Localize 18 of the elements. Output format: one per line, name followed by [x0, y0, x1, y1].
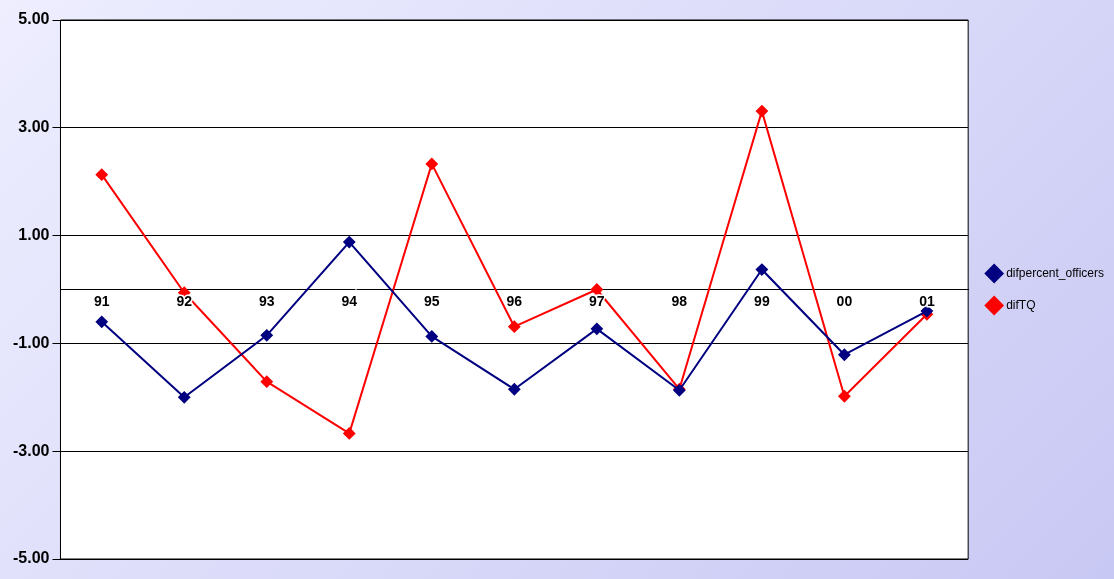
- x-tick-label: 93: [258, 292, 275, 309]
- y-tick-label: 1.00: [18, 226, 50, 244]
- legend-label: difpercent_officers: [1006, 265, 1105, 280]
- x-tick-label: 97: [589, 292, 605, 309]
- x-tick-label: 91: [93, 292, 110, 309]
- x-tick-label: 98: [671, 292, 688, 309]
- x-tick-label: 96: [506, 292, 523, 309]
- y-tick-label: 3.00: [18, 118, 50, 136]
- x-tick-label: 00: [836, 292, 853, 309]
- x-tick-label: 95: [424, 292, 440, 309]
- y-tick-label: 5.00: [18, 10, 50, 28]
- y-tick-label: -3.00: [13, 441, 50, 459]
- y-tick-label: -5.00: [13, 549, 50, 567]
- x-tick-label: 99: [754, 292, 770, 309]
- x-tick-label: 01: [919, 292, 935, 309]
- legend-label: difTQ: [1006, 297, 1036, 312]
- y-tick-label: -1.00: [13, 333, 50, 351]
- x-tick-label: 94: [341, 292, 358, 309]
